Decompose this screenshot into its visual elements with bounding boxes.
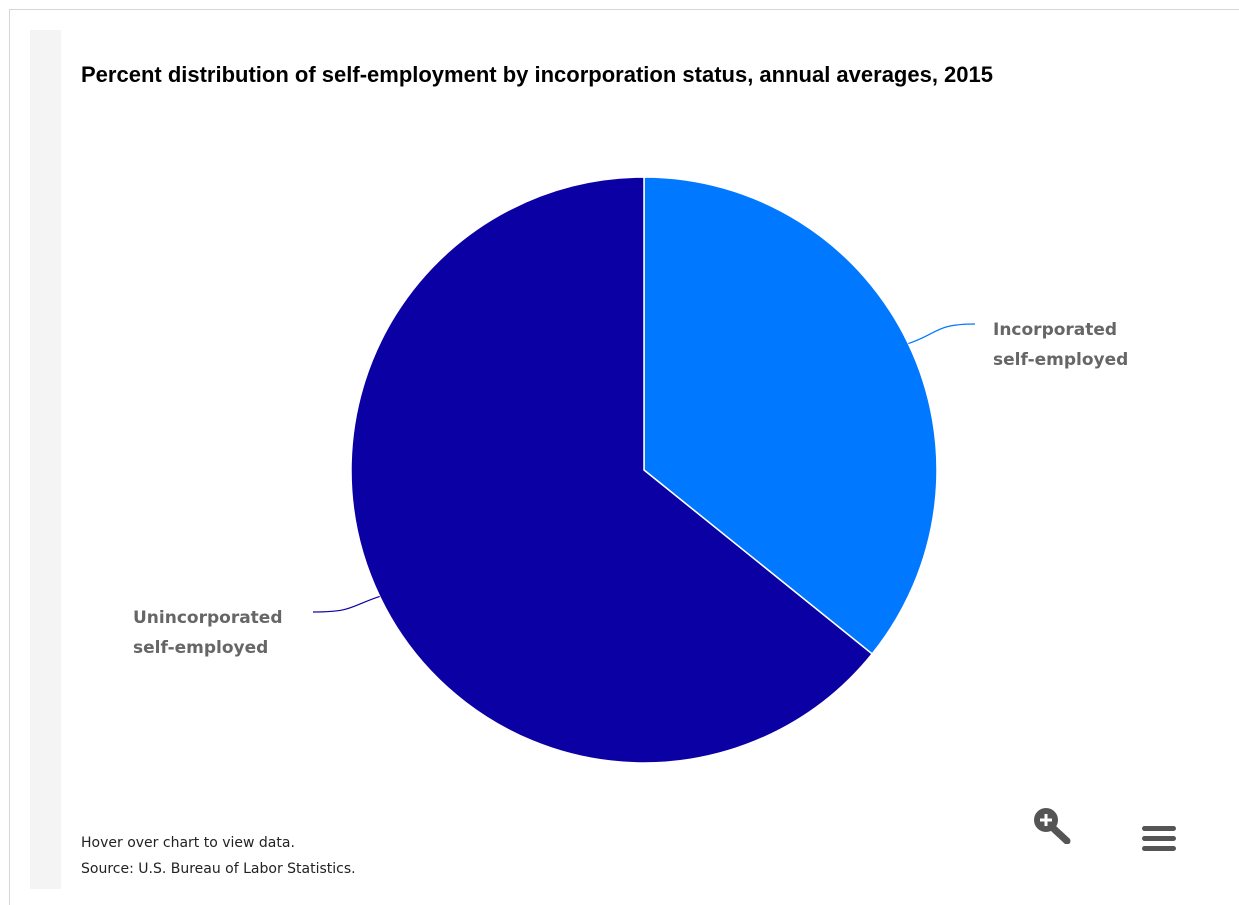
pie-slice-0[interactable] [643,176,938,655]
zoom-button[interactable] [1031,806,1073,845]
pie-slices[interactable] [350,176,938,764]
zoom-in-icon [1034,808,1071,845]
hover-note: Hover over chart to view data. [81,835,295,851]
chart-title: Percent distribution of self-employment … [81,62,994,87]
pie-label-line: self-employed [133,638,268,658]
chart-menu-button[interactable] [1138,823,1180,857]
pie-label-1: Unincorporated self-employed [133,608,283,658]
left-gutter [30,30,61,889]
pie-label-line: Unincorporated [133,608,283,628]
pie-label-0: Incorporated self-employed [993,320,1128,370]
page-frame [9,9,1239,905]
pie-labels: Incorporated self-employed Unincorporated s… [133,320,1128,658]
pie-slice-1[interactable] [350,176,874,764]
pie-label-line: self-employed [993,350,1128,370]
pie-connector-1 [312,595,380,613]
source-note: Source: U.S. Bureau of Labor Statistics. [81,861,356,877]
hamburger-menu-icon [1142,826,1176,851]
pie-label-line: Incorporated [993,320,1117,340]
pie-connector-0 [908,323,976,345]
